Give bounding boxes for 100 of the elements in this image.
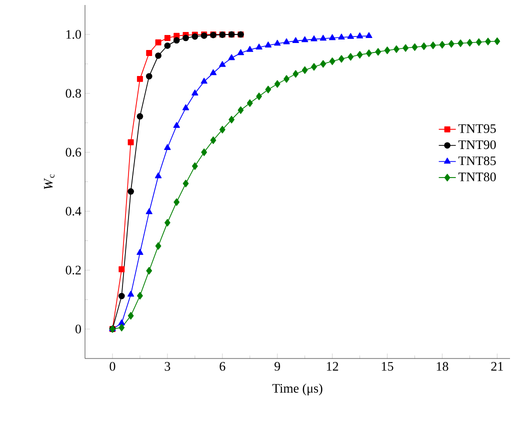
point xyxy=(228,54,235,60)
x-tick-label: 15 xyxy=(382,362,394,371)
point xyxy=(384,46,390,54)
point xyxy=(274,80,280,88)
point xyxy=(210,136,216,144)
y-tick-label: 0.8 xyxy=(66,88,81,98)
point xyxy=(164,35,170,41)
point xyxy=(210,69,217,76)
point xyxy=(164,42,171,49)
point xyxy=(118,292,125,300)
point xyxy=(320,34,326,41)
point xyxy=(393,45,400,53)
x-tick-label: 6 xyxy=(220,362,226,371)
point xyxy=(375,48,382,56)
x-tick-label: 9 xyxy=(274,362,280,371)
point xyxy=(146,50,152,56)
point xyxy=(283,38,290,44)
x-axis-title: Time (μs) xyxy=(272,384,322,396)
y-tick-label: 0.2 xyxy=(66,266,81,275)
point xyxy=(136,248,144,255)
point xyxy=(420,42,427,50)
x-tick-label: 18 xyxy=(436,362,448,371)
point xyxy=(265,86,272,94)
x-tick-label: 3 xyxy=(164,362,170,371)
point xyxy=(154,172,162,178)
point xyxy=(439,40,446,49)
point xyxy=(228,116,234,124)
point xyxy=(274,40,281,46)
legend-label: TNT90 xyxy=(458,140,496,150)
point xyxy=(356,32,364,38)
point xyxy=(201,148,208,156)
point xyxy=(466,38,473,46)
point xyxy=(128,312,134,320)
point xyxy=(328,34,336,40)
point xyxy=(347,33,354,39)
x-tick-label: 0 xyxy=(110,362,116,371)
point xyxy=(302,66,308,74)
point xyxy=(476,38,482,46)
point xyxy=(301,36,308,42)
y-tick-label: 0 xyxy=(76,324,81,334)
point xyxy=(128,139,134,146)
point xyxy=(292,37,300,44)
point xyxy=(182,104,190,110)
point xyxy=(402,44,409,52)
legend-label: TNT85 xyxy=(458,156,496,166)
point xyxy=(192,162,198,170)
point xyxy=(155,242,162,250)
point xyxy=(494,37,500,46)
point xyxy=(366,50,372,58)
point xyxy=(356,50,363,59)
point xyxy=(136,113,144,120)
y-tick-label: 1.0 xyxy=(66,30,81,39)
point xyxy=(485,38,491,46)
point xyxy=(430,42,436,50)
point xyxy=(164,144,171,150)
point xyxy=(128,188,134,195)
point xyxy=(146,208,152,214)
point xyxy=(192,90,198,96)
point xyxy=(137,292,143,300)
point xyxy=(219,61,226,67)
point xyxy=(366,32,372,38)
y-tick-label: 0.4 xyxy=(66,206,82,216)
point xyxy=(311,63,317,71)
point xyxy=(136,76,143,82)
point xyxy=(174,198,180,206)
point xyxy=(338,34,345,40)
legend-label: TNT95 xyxy=(458,124,496,133)
point xyxy=(237,49,244,56)
point xyxy=(155,39,162,46)
point xyxy=(173,122,180,128)
point xyxy=(173,37,180,44)
point xyxy=(292,70,299,78)
point xyxy=(155,52,162,59)
point xyxy=(118,324,125,332)
point xyxy=(200,78,208,84)
legend-label: TNT80 xyxy=(458,172,496,182)
point xyxy=(256,44,262,50)
point xyxy=(127,290,134,297)
point xyxy=(256,92,262,100)
point xyxy=(458,40,464,48)
point xyxy=(118,266,125,272)
point xyxy=(284,75,290,83)
x-tick-label: 21 xyxy=(491,362,503,371)
point xyxy=(448,40,454,48)
x-tick-label: 12 xyxy=(326,362,338,371)
y-tick-label: 0.6 xyxy=(66,148,82,157)
point xyxy=(146,73,152,80)
point xyxy=(246,99,253,107)
point xyxy=(264,42,272,48)
point xyxy=(320,60,326,68)
point xyxy=(338,55,344,63)
point xyxy=(146,266,152,274)
y-axis-title: W$_{c}$ xyxy=(44,174,54,190)
point xyxy=(164,218,170,226)
point xyxy=(238,106,244,114)
point xyxy=(182,180,189,188)
point xyxy=(348,53,354,61)
point xyxy=(310,35,318,42)
point xyxy=(412,43,418,51)
point xyxy=(182,34,189,42)
